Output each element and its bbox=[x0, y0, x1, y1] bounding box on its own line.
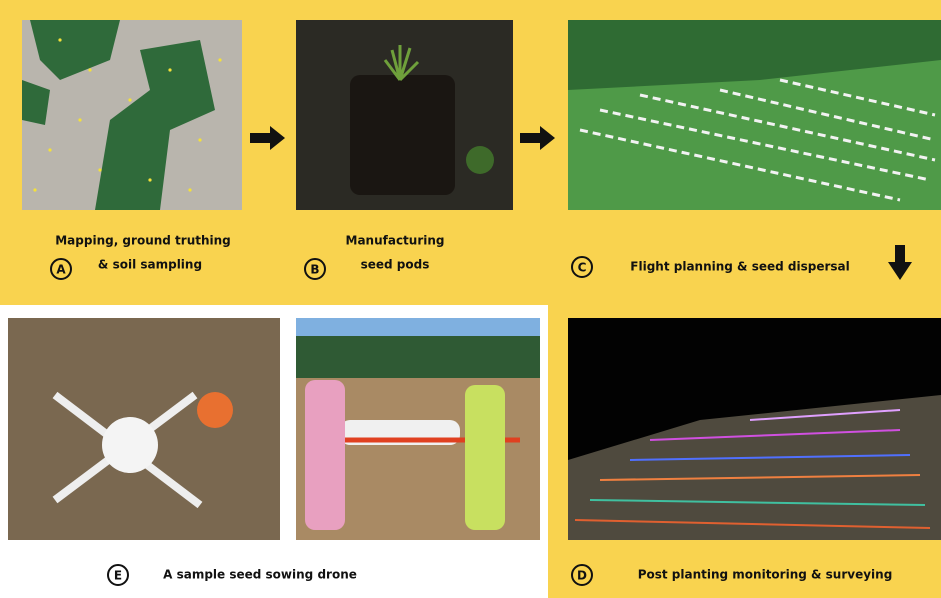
step-label: Manufacturing bbox=[346, 234, 445, 248]
photo-map bbox=[22, 20, 242, 210]
step-label: seed pods bbox=[361, 258, 430, 272]
step-label: Post planting monitoring & surveying bbox=[638, 568, 893, 582]
step-letter: C bbox=[578, 261, 587, 275]
step-letter: E bbox=[114, 569, 122, 583]
photo-seed-pod bbox=[296, 20, 513, 210]
step-letter: B bbox=[310, 263, 319, 277]
photo-drone-team bbox=[296, 318, 540, 540]
photo-drone-top bbox=[8, 318, 280, 540]
step-letter: A bbox=[56, 263, 66, 277]
step-label: Flight planning & seed dispersal bbox=[630, 260, 849, 274]
photo-survey bbox=[568, 318, 941, 540]
step-label: A sample seed sowing drone bbox=[163, 568, 357, 582]
infographic: A Mapping, ground truthing & soil sampli… bbox=[0, 0, 941, 598]
step-label: Mapping, ground truthing bbox=[55, 234, 231, 248]
step-label: & soil sampling bbox=[98, 258, 202, 272]
step-letter: D bbox=[577, 569, 587, 583]
photo-flight-plan bbox=[568, 20, 941, 210]
